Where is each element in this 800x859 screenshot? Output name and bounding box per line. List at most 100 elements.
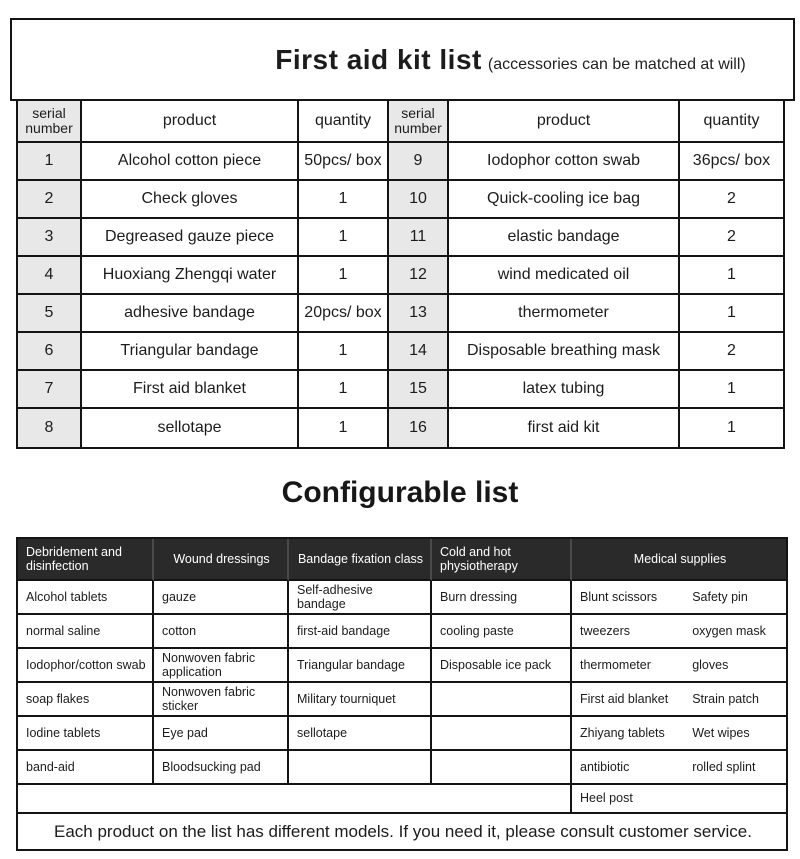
config-cell: Bloodsucking pad — [154, 751, 289, 785]
config-header-wound-dressings: Wound dressings — [154, 539, 289, 581]
kit-header-quantity-left: quantity — [299, 101, 389, 143]
product-cell: Disposable breathing mask — [449, 333, 680, 371]
kit-table: serial number product quantity serial nu… — [16, 99, 785, 449]
serial-cell: 7 — [18, 371, 82, 409]
quantity-cell: 1 — [299, 333, 389, 371]
product-cell: Triangular bandage — [82, 333, 299, 371]
quantity-cell: 1 — [680, 371, 783, 409]
config-header-bandage-fixation: Bandage fixation class — [289, 539, 432, 581]
quantity-cell: 1 — [680, 409, 783, 447]
config-table: Debridement and disinfection Wound dress… — [16, 537, 788, 851]
product-cell: wind medicated oil — [449, 257, 680, 295]
medical-supplies-item: oxygen mask — [692, 623, 766, 638]
medical-supplies-item: Wet wipes — [692, 725, 750, 740]
config-cell: Eye pad — [154, 717, 289, 751]
page-subtitle: (accessories can be matched at will) — [487, 55, 746, 73]
medical-supplies-item: Strain patch — [692, 691, 759, 706]
config-cell: first-aid bandage — [289, 615, 432, 649]
config-cell-medical: First aid blanket Strain patch — [572, 683, 786, 717]
product-cell: Alcohol cotton piece — [82, 143, 299, 181]
quantity-cell: 20pcs/ box — [299, 295, 389, 333]
medical-supplies-item: antibiotic — [580, 759, 630, 774]
config-cell: Iodophor/cotton swab — [18, 649, 154, 683]
product-cell: elastic bandage — [449, 219, 680, 257]
serial-cell: 4 — [18, 257, 82, 295]
serial-cell: 8 — [18, 409, 82, 447]
quantity-cell: 1 — [299, 219, 389, 257]
config-cell: Iodine tablets — [18, 717, 154, 751]
medical-supplies-item: First aid blanket — [580, 691, 669, 706]
config-cell: cotton — [154, 615, 289, 649]
product-cell: first aid kit — [449, 409, 680, 447]
quantity-cell: 2 — [680, 181, 783, 219]
config-header-cold-hot: Cold and hot physiotherapy — [432, 539, 572, 581]
serial-cell: 2 — [18, 181, 82, 219]
quantity-cell: 1 — [299, 181, 389, 219]
product-cell: latex tubing — [449, 371, 680, 409]
config-cell: Nonwoven fabric sticker — [154, 683, 289, 717]
serial-cell: 3 — [18, 219, 82, 257]
config-cell-medical: tweezers oxygen mask — [572, 615, 786, 649]
config-cell: soap flakes — [18, 683, 154, 717]
kit-header-product-right: product — [449, 101, 680, 143]
title-box: First aid kit list (accessories can be m… — [10, 18, 795, 101]
config-cell: normal saline — [18, 615, 154, 649]
serial-cell: 5 — [18, 295, 82, 333]
config-cell: Triangular bandage — [289, 649, 432, 683]
quantity-cell: 36pcs/ box — [680, 143, 783, 181]
config-merged-empty-cell — [18, 785, 572, 814]
product-cell: Quick-cooling ice bag — [449, 181, 680, 219]
config-cell-medical: thermometer gloves — [572, 649, 786, 683]
product-cell: thermometer — [449, 295, 680, 333]
quantity-cell: 1 — [299, 257, 389, 295]
serial-cell: 13 — [389, 295, 449, 333]
title-line: First aid kit list (accessories can be m… — [275, 44, 746, 76]
kit-header-product-left: product — [82, 101, 299, 143]
serial-cell: 12 — [389, 257, 449, 295]
config-cell — [432, 751, 572, 785]
footer-note: Each product on the list has different m… — [18, 814, 786, 849]
configurable-list-title: Configurable list — [281, 476, 519, 509]
product-cell: sellotape — [82, 409, 299, 447]
product-cell: Check gloves — [82, 181, 299, 219]
serial-cell: 15 — [389, 371, 449, 409]
config-cell: Disposable ice pack — [432, 649, 572, 683]
config-cell: Nonwoven fabric application — [154, 649, 289, 683]
config-cell: cooling paste — [432, 615, 572, 649]
serial-cell: 14 — [389, 333, 449, 371]
quantity-cell: 2 — [680, 333, 783, 371]
medical-supplies-item: Heel post — [580, 791, 633, 806]
kit-header-serial-left: serial number — [18, 101, 82, 143]
config-header-medical-supplies: Medical supplies — [572, 539, 786, 581]
quantity-cell: 1 — [299, 371, 389, 409]
medical-supplies-item: thermometer — [580, 657, 651, 672]
config-cell-heel-post: Heel post — [572, 785, 786, 814]
config-cell: gauze — [154, 581, 289, 615]
quantity-cell: 1 — [680, 257, 783, 295]
medical-supplies-item: Safety pin — [692, 589, 748, 604]
serial-cell: 11 — [389, 219, 449, 257]
config-cell: Self-adhesive bandage — [289, 581, 432, 615]
medical-supplies-item: rolled splint — [692, 759, 756, 774]
config-header-debridement: Debridement and disinfection — [18, 539, 154, 581]
product-cell: Degreased gauze piece — [82, 219, 299, 257]
medical-supplies-item: tweezers — [580, 623, 631, 638]
serial-cell: 1 — [18, 143, 82, 181]
quantity-cell: 1 — [299, 409, 389, 447]
serial-cell: 6 — [18, 333, 82, 371]
serial-cell: 10 — [389, 181, 449, 219]
quantity-cell: 2 — [680, 219, 783, 257]
config-cell — [432, 717, 572, 751]
config-cell: Alcohol tablets — [18, 581, 154, 615]
quantity-cell: 50pcs/ box — [299, 143, 389, 181]
page-title: First aid kit list — [275, 43, 482, 75]
config-cell: Military tourniquet — [289, 683, 432, 717]
kit-header-serial-right: serial number — [389, 101, 449, 143]
config-cell-medical: Zhiyang tablets Wet wipes — [572, 717, 786, 751]
config-cell: sellotape — [289, 717, 432, 751]
config-cell-medical: Blunt scissors Safety pin — [572, 581, 786, 615]
quantity-cell: 1 — [680, 295, 783, 333]
serial-cell: 9 — [389, 143, 449, 181]
config-cell-medical: antibiotic rolled splint — [572, 751, 786, 785]
